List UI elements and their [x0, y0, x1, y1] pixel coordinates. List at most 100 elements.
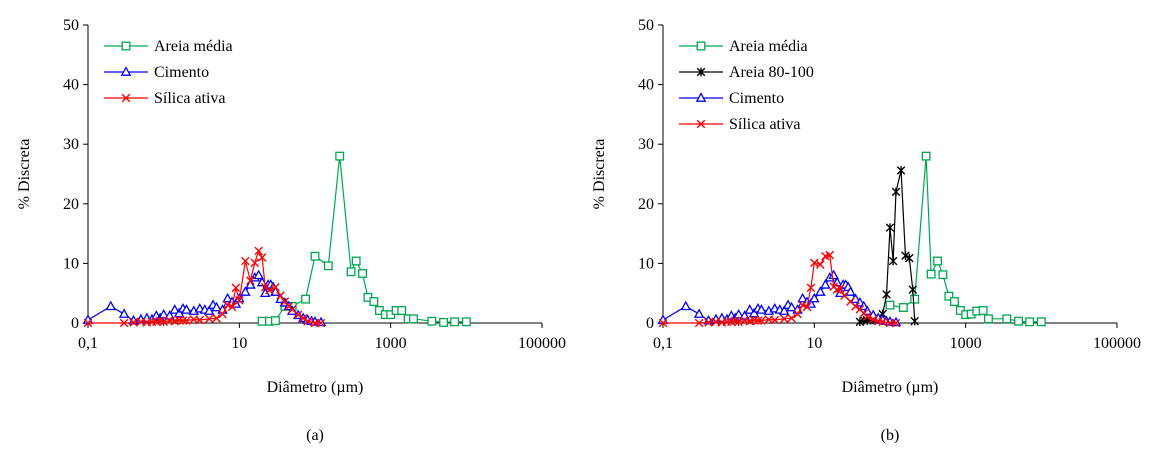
data-point [820, 279, 831, 289]
y-tick-label: 0 [646, 315, 654, 332]
data-point [739, 310, 750, 320]
data-point [845, 286, 856, 296]
legend-marker [120, 66, 132, 76]
data-point [748, 307, 760, 318]
data-point [257, 316, 267, 326]
data-point [212, 313, 221, 323]
y-tick-label: 20 [638, 196, 654, 213]
y-tick-label: 0 [71, 315, 79, 332]
data-point [778, 305, 790, 315]
data-point [119, 318, 129, 328]
data-point [851, 302, 860, 311]
legend-marker [121, 41, 131, 51]
legend-marker [696, 119, 706, 129]
x-tick-label: 1000 [375, 335, 407, 352]
data-point [83, 318, 93, 328]
data-point [978, 306, 988, 315]
legend-label: Areia média [729, 38, 808, 55]
data-point [129, 318, 138, 327]
data-point [335, 151, 345, 161]
data-point [450, 317, 460, 327]
data-point [235, 296, 244, 305]
data-point [240, 286, 251, 296]
chart-panel-b: 0 10 20 30 40 50 0,1 10 1000 100000 Diâmetro (µm)%… [575, 0, 1150, 449]
data-point [257, 253, 267, 262]
data-point [195, 315, 205, 325]
data-point [704, 318, 713, 327]
data-point [921, 151, 931, 161]
y-tick-label: 20 [63, 196, 79, 213]
x-tick-label: 100000 [1093, 335, 1141, 352]
y-tick-label: 10 [63, 255, 79, 272]
chart-panel-a: 0 10 20 30 40 50 0,1 10 1000 100000 Diâmetro (µm)%… [16, 17, 566, 444]
data-point [810, 258, 819, 268]
legend-marker [696, 41, 706, 51]
data-point [787, 313, 796, 323]
data-point [770, 315, 780, 325]
series-3 [658, 250, 901, 328]
y-tick-label: 30 [63, 136, 79, 153]
data-point [298, 313, 308, 323]
data-point [271, 282, 280, 292]
data-point [891, 187, 901, 197]
data-point [218, 309, 227, 319]
data-point [181, 304, 192, 314]
data-point [254, 246, 263, 256]
data-point [885, 223, 895, 232]
data-point [835, 284, 845, 293]
data-point [693, 308, 705, 318]
legend-marker [696, 67, 706, 77]
data-point [358, 269, 367, 278]
x-tick-label: 10 [231, 335, 247, 352]
data-point [816, 260, 825, 269]
data-point [246, 276, 255, 285]
data-point [885, 300, 895, 310]
data-point [204, 314, 214, 324]
data-point [164, 310, 175, 320]
x-tick-label: 100000 [518, 335, 566, 352]
legend-marker [121, 93, 131, 103]
data-point [1014, 316, 1024, 326]
y-tick-label: 40 [638, 77, 654, 94]
series-line [859, 170, 916, 323]
legend-marker [695, 92, 707, 102]
data-point [323, 261, 333, 271]
data-point [178, 316, 188, 325]
legend-label: Sílica ativa [154, 90, 226, 107]
data-point [910, 316, 919, 326]
data-point [245, 279, 256, 289]
data-point [756, 304, 767, 314]
data-point [250, 258, 260, 268]
data-point [439, 317, 449, 327]
x-axis-label: Diâmetro (µm) [842, 379, 939, 396]
data-point [169, 304, 181, 314]
data-point [905, 253, 914, 263]
data-point [427, 316, 437, 326]
data-point [253, 269, 264, 280]
data-point [105, 300, 117, 311]
legend-label: Sílica ativa [729, 116, 801, 133]
legend-label: Cimento [154, 64, 209, 81]
data-point [828, 269, 839, 280]
data-point [241, 256, 250, 266]
data-point [1025, 317, 1035, 327]
data-point [1002, 314, 1012, 324]
data-point [798, 300, 807, 310]
data-point [293, 310, 303, 319]
chart-b: 0 10 20 30 40 50 0,1 10 1000 100000 Diâmetro (µm)%… [591, 17, 1141, 444]
data-point [802, 302, 812, 312]
x-axis-label: Diâmetro (µm) [267, 379, 364, 396]
y-tick-label: 50 [63, 17, 79, 34]
data-point [231, 283, 241, 293]
data-point [779, 314, 789, 324]
data-point [346, 267, 356, 277]
data-point [351, 256, 361, 266]
data-point [878, 317, 887, 327]
data-point [753, 316, 763, 325]
data-point [806, 283, 816, 293]
series-0 [257, 151, 471, 327]
data-point [260, 282, 270, 292]
series-0 [885, 151, 1046, 327]
data-point [944, 291, 954, 301]
data-point [949, 297, 959, 306]
